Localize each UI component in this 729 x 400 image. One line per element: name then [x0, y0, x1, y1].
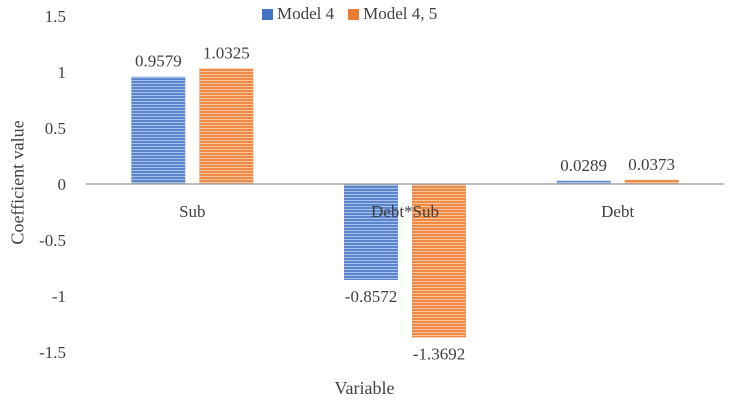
data-label: 0.9579: [135, 52, 182, 71]
bar-model-4-5-1: [412, 184, 466, 338]
legend: Model 4 Model 4, 5: [262, 4, 451, 24]
y-tick-label: 1.5: [45, 7, 66, 26]
data-label: 1.0325: [203, 43, 250, 62]
x-axis-title: Variable: [334, 378, 395, 398]
bar-model-4-0: [131, 76, 186, 184]
category-label: Sub: [179, 202, 205, 221]
category-label: Debt: [601, 202, 634, 221]
data-label: 0.0373: [628, 155, 675, 174]
bar-model-4-1: [344, 184, 398, 281]
y-tick-label: 1: [58, 63, 67, 82]
data-label: 0.0289: [560, 156, 607, 175]
y-tick-label: 0.5: [45, 119, 66, 138]
bar-model-4-2: [556, 180, 611, 184]
legend-swatch-model-4-5: [348, 8, 360, 20]
y-tick-label: -1: [52, 287, 66, 306]
bar-model-4-5-0: [199, 68, 254, 184]
y-tick-label: -1.5: [39, 343, 66, 362]
y-tick-label: 0: [58, 175, 67, 194]
legend-label-model-4: Model 4: [277, 4, 335, 23]
y-tick-label: -0.5: [39, 231, 66, 250]
legend-swatch-model-4: [262, 8, 273, 20]
legend-item-model-4: Model 4: [262, 4, 334, 24]
category-label: Debt*Sub: [371, 202, 439, 221]
legend-label-model-4-5: Model 4, 5: [363, 4, 438, 23]
legend-item-model-4-5: Model 4, 5: [348, 4, 437, 24]
data-label: -0.8572: [345, 287, 397, 306]
data-label: -1.3692: [413, 344, 465, 363]
bar-model-4-5-2: [624, 179, 679, 184]
